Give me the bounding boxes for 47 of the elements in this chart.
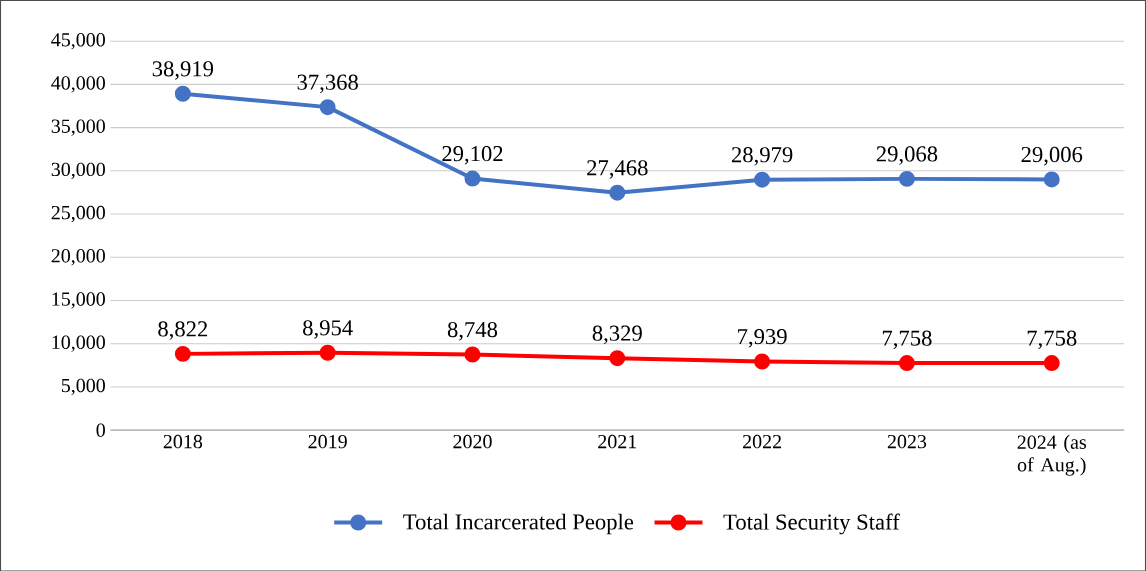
y-tick-label: 40,000 xyxy=(51,76,105,93)
point xyxy=(609,184,626,201)
data-label: 7,939 xyxy=(738,329,787,348)
point xyxy=(754,171,771,188)
point xyxy=(609,350,626,367)
data-label: 37,368 xyxy=(297,74,358,94)
y-tick-label: 45,000 xyxy=(51,33,105,50)
point xyxy=(754,353,771,370)
data-label: 29,102 xyxy=(442,146,503,165)
legend-label: Total Incarcerated People xyxy=(403,513,634,535)
y-tick-label: 5,000 xyxy=(61,378,105,396)
x-tick-label: 2018 xyxy=(163,435,203,449)
legend-label: Total Security Staff xyxy=(723,513,900,535)
x-tick-label: 2024 (as of Aug.) xyxy=(1017,435,1086,476)
data-label: 27,468 xyxy=(587,160,648,179)
y-tick-label: 0 xyxy=(96,423,105,438)
data-label: 8,822 xyxy=(158,321,208,341)
data-label: 8,954 xyxy=(303,320,353,339)
data-label: 8,748 xyxy=(447,322,498,341)
point xyxy=(174,85,191,102)
point xyxy=(1043,171,1060,188)
point xyxy=(898,355,915,372)
data-label: 8,329 xyxy=(592,325,642,345)
y-tick-label: 15,000 xyxy=(52,292,105,309)
point xyxy=(464,170,481,187)
x-tick-label: 2019 xyxy=(308,435,347,449)
y-tick-label: 10,000 xyxy=(52,335,105,353)
point xyxy=(1043,355,1060,372)
y-tick-label: 20,000 xyxy=(51,249,105,266)
point xyxy=(898,171,915,188)
data-label: 7,758 xyxy=(882,330,932,350)
data-label: 38,919 xyxy=(152,61,214,80)
data-label: 7,758 xyxy=(1027,330,1077,350)
x-tick-label: 2023 xyxy=(887,435,927,449)
x-tick-label: 2020 xyxy=(453,435,492,449)
y-tick-label: 35,000 xyxy=(51,119,105,137)
point xyxy=(319,99,336,116)
point xyxy=(464,346,481,363)
x-tick-label: 2022 xyxy=(743,435,781,449)
y-tick-label: 30,000 xyxy=(51,162,105,180)
point xyxy=(174,346,191,363)
data-label: 29,006 xyxy=(1021,147,1083,166)
data-label: 29,068 xyxy=(876,146,938,166)
data-label: 28,979 xyxy=(731,147,793,166)
x-tick-label: 2021 xyxy=(598,435,637,449)
point xyxy=(319,344,336,361)
y-tick-label: 25,000 xyxy=(51,206,105,223)
